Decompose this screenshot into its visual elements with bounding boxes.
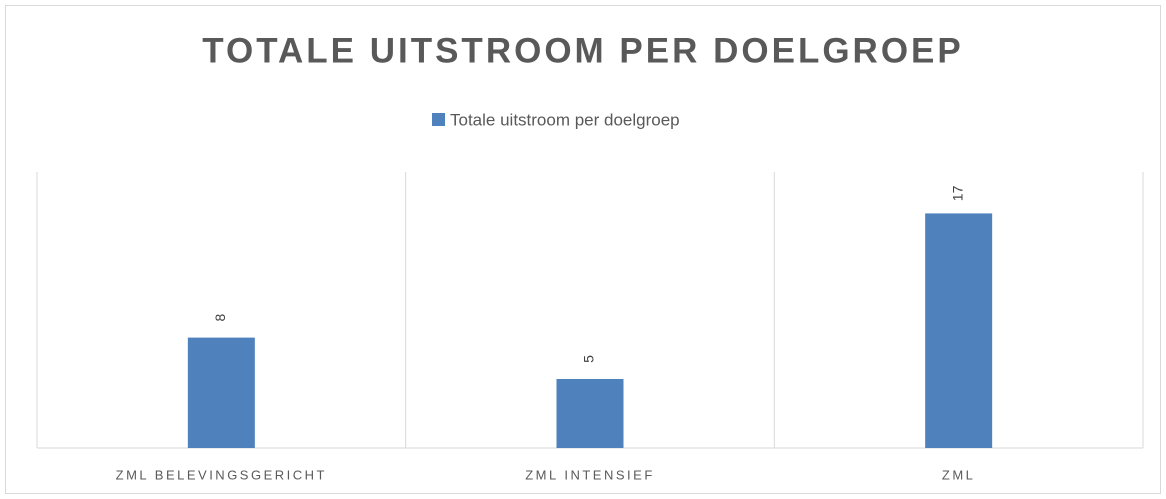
chart-title: TOTALE UITSTROOM PER DOELGROEP	[202, 31, 964, 70]
bar	[556, 379, 624, 448]
data-label: 8	[212, 313, 228, 321]
data-label: 5	[581, 355, 597, 363]
bar	[925, 213, 993, 448]
legend-swatch	[432, 113, 445, 126]
data-label: 17	[949, 185, 965, 201]
x-tick-label: ZML INTENSIEF	[525, 467, 655, 482]
x-tick-label: ZML	[942, 467, 976, 482]
x-tick-label: ZML BELEVINGSGERICHT	[116, 467, 327, 482]
legend-label: Totale uitstroom per doelgroep	[450, 110, 680, 129]
bar	[187, 337, 255, 448]
